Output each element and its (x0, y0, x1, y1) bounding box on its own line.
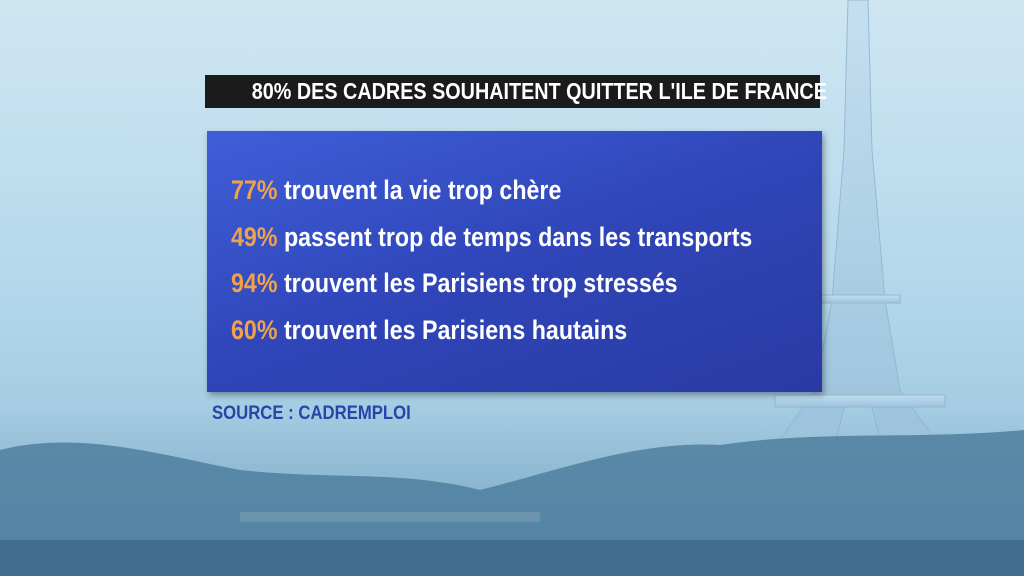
stat-item: 77% trouvent la vie trop chère (231, 175, 561, 206)
stat-percent: 49% (231, 221, 278, 252)
stat-item: 49% passent trop de temps dans les trans… (231, 222, 752, 253)
stat-percent: 77% (231, 175, 278, 205)
title: 80% DES CADRES SOUHAITENT QUITTER L'ILE … (251, 78, 827, 104)
stat-item: 60% trouvent les Parisiens hautains (231, 315, 627, 346)
stat-item: 94% trouvent les Parisiens trop stressés (231, 268, 678, 299)
stat-text: trouvent les Parisiens hautains (283, 314, 628, 345)
stat-percent: 60% (231, 314, 278, 345)
title-bar: 80% DES CADRES SOUHAITENT QUITTER L'ILE … (205, 75, 827, 108)
stat-percent: 94% (231, 268, 278, 298)
stats-box: 77% trouvent la vie trop chère 49% passen… (207, 131, 822, 392)
stat-text: trouvent la vie trop chère (283, 175, 562, 205)
stat-text: trouvent les Parisiens trop stressés (283, 268, 678, 298)
stat-text: passent trop de temps dans les transport… (283, 221, 753, 252)
source: SOURCE : CADREMPLOI (212, 403, 411, 424)
